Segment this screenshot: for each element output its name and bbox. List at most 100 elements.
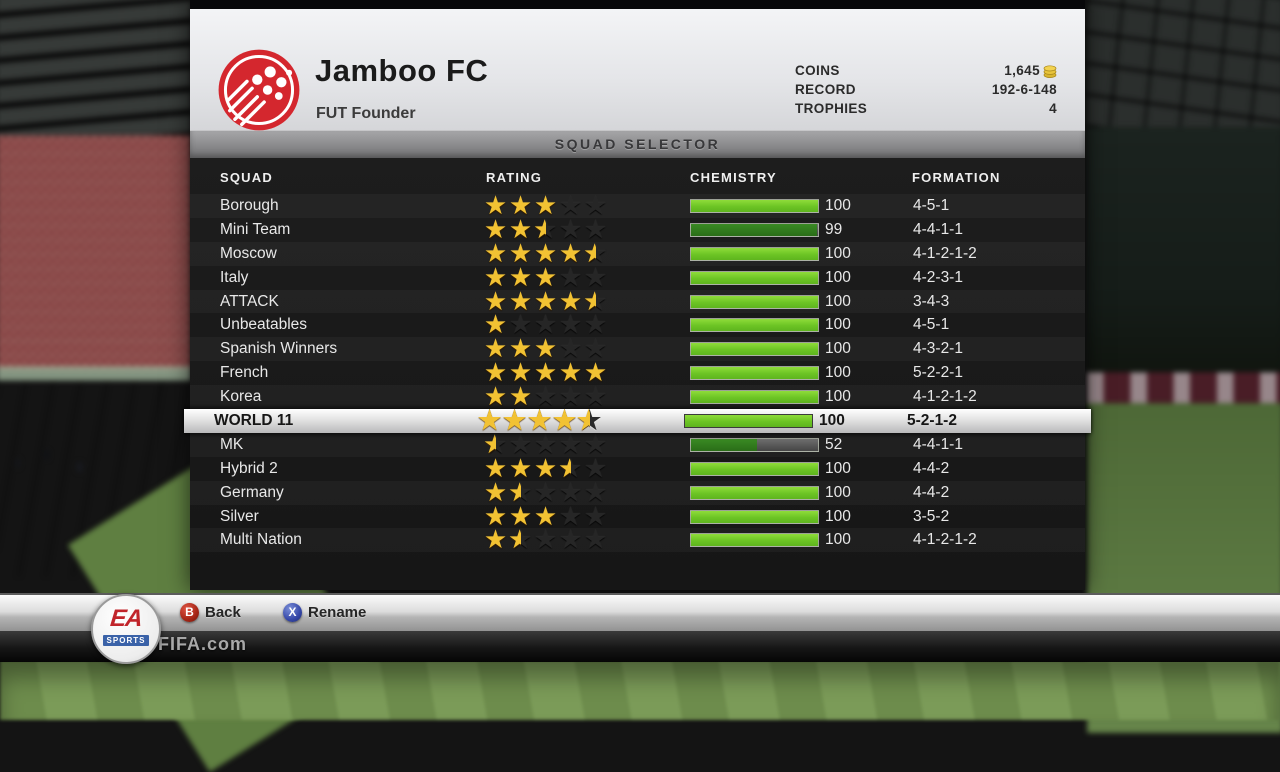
stat-value: 192-6-148 xyxy=(991,82,1057,97)
star-icon: ★★ xyxy=(502,405,527,436)
stat-value: 1,645 xyxy=(1004,61,1057,80)
chemistry-cell: 100 xyxy=(690,266,910,290)
stadium-roof xyxy=(1087,0,1280,128)
formation-value: 4-2-3-1 xyxy=(913,268,963,286)
star-icon: ★★ xyxy=(558,190,583,220)
gamepad-b-icon: B xyxy=(180,603,199,622)
star-icon: ★★ xyxy=(483,309,508,340)
chemistry-bar xyxy=(690,437,819,452)
table-row[interactable]: MK ★★★★★★★★★★ 52 4-4-1-1 xyxy=(190,431,1085,457)
column-header-chemistry: CHEMISTRY xyxy=(690,170,777,185)
brand-bar: FIFA.com xyxy=(0,631,1280,662)
column-header-squad: SQUAD xyxy=(220,170,273,185)
chemistry-bar xyxy=(690,533,819,548)
rating-stars: ★★★★★★★★★★ xyxy=(477,405,682,436)
column-header-rating: RATING xyxy=(486,170,543,185)
star-icon: ★★ xyxy=(558,524,583,555)
squad-table-body: Borough ★★★★★★★★★★ 100 4-5-1 Mini Team ★… xyxy=(184,190,1091,555)
table-row[interactable]: Unbeatables ★★★★★★★★★★ 100 4-5-1 xyxy=(190,309,1085,340)
chemistry-bar-fill xyxy=(691,510,818,523)
table-row[interactable]: ATTACK ★ ★ ★ ★ ★ ★ ★ ★ ★ ★ 100 3-4-3 xyxy=(190,285,1085,316)
club-header: Jamboo FC FUT Founder COINS 1,645 RECORD 19… xyxy=(190,9,1085,130)
chemistry-cell: 100 xyxy=(690,385,910,409)
chemistry-value: 100 xyxy=(825,507,851,525)
chemistry-bar-fill xyxy=(691,438,758,451)
star-icon: ★★ xyxy=(508,190,533,220)
club-stats: COINS 1,645 RECORD 192-6-148 TROPHIES 4 xyxy=(795,61,1057,118)
stat-label: RECORD xyxy=(795,82,856,97)
chemistry-bar-fill xyxy=(691,223,817,236)
star-icon: ★★ xyxy=(533,261,558,292)
table-row[interactable]: Spanish Winners ★★★★★★★★★★ 100 4-3-2-1 xyxy=(190,333,1085,364)
squad-name: Borough xyxy=(220,197,279,214)
chemistry-value: 100 xyxy=(825,388,851,406)
chemistry-cell: 100 xyxy=(690,242,910,266)
rating-stars: ★★★★★★★★★★ xyxy=(483,333,688,364)
chemistry-value: 100 xyxy=(825,268,851,286)
screen-title-bar: SQUAD SELECTOR xyxy=(190,130,1085,159)
star-icon: ★★ xyxy=(558,261,583,292)
table-row[interactable]: WORLD 11 ★ ★ ★ ★ ★ ★ ★ ★ ★ ★ 100 5-2-1-2 xyxy=(184,405,1091,436)
formation-value: 4-3-2-1 xyxy=(913,340,963,358)
star-icon: ★★ xyxy=(583,357,608,388)
ea-sports-logo: EA SPORTS xyxy=(91,594,161,664)
table-row[interactable]: Germany ★★★★★★★★★★ 100 4-4-2 xyxy=(190,476,1085,507)
chemistry-bar-fill xyxy=(691,247,818,260)
rating-stars: ★★★★★★★★★★ xyxy=(483,500,688,531)
table-row[interactable]: Italy ★★★★★★★★★★ 100 4-2-3-1 xyxy=(190,261,1085,292)
table-row[interactable]: Hybrid 2 ★★★★★★★★★★ 100 4-4-2 xyxy=(190,452,1085,483)
chemistry-bar-fill xyxy=(691,295,818,308)
star-icon: ★★ xyxy=(508,213,533,244)
pitch-grass xyxy=(0,660,1280,720)
rename-button[interactable]: X Rename xyxy=(283,603,366,622)
chemistry-value: 100 xyxy=(825,316,851,334)
star-icon: ★★ xyxy=(477,405,502,436)
star-icon: ★★ xyxy=(583,381,608,412)
star-icon: ★★ xyxy=(508,333,533,364)
star-icon: ★★ xyxy=(583,452,608,483)
formation-value: 4-4-2 xyxy=(913,459,950,477)
chemistry-value: 100 xyxy=(825,244,851,262)
club-subtitle: FUT Founder xyxy=(316,105,416,122)
table-row[interactable]: Borough ★★★★★★★★★★ 100 4-5-1 xyxy=(190,190,1085,220)
formation-value: 4-5-1 xyxy=(913,197,950,214)
back-button-label: Back xyxy=(205,604,241,621)
chemistry-bar xyxy=(690,390,819,405)
star-icon: ★★ xyxy=(583,500,608,531)
star-icon: ★★ xyxy=(558,285,583,316)
squad-name: Moscow xyxy=(220,244,277,262)
star-icon: ★★ xyxy=(508,452,533,483)
squad-name: Korea xyxy=(220,388,262,406)
star-icon: ★★ xyxy=(583,237,608,268)
table-row[interactable]: Korea ★★★★★★★★★★ 100 4-1-2-1-2 xyxy=(190,381,1085,412)
chemistry-value: 100 xyxy=(825,531,851,549)
stadium-background-left xyxy=(0,0,374,772)
formation-value: 4-5-1 xyxy=(913,316,950,334)
star-icon: ★★ xyxy=(483,357,508,388)
table-row[interactable]: Moscow ★ ★ ★ ★ ★ ★ ★ ★ ★ ★ 100 4-1-2-1-2 xyxy=(190,237,1085,268)
chemistry-bar xyxy=(690,509,819,524)
ea-logo-text: EA xyxy=(108,605,144,632)
chemistry-bar xyxy=(684,414,813,429)
star-icon: ★★ xyxy=(577,405,602,436)
squad-name: Spanish Winners xyxy=(220,340,338,358)
star-icon: ★★ xyxy=(533,333,558,364)
formation-value: 4-4-1-1 xyxy=(913,220,963,238)
table-row[interactable]: Mini Team ★★★★★★★★★★ 99 4-4-1-1 xyxy=(190,213,1085,244)
chemistry-value: 100 xyxy=(825,483,851,501)
back-button[interactable]: B Back xyxy=(180,603,241,622)
stadium-ad-boards xyxy=(1087,372,1280,404)
star-icon: ★★ xyxy=(483,261,508,292)
chemistry-value: 100 xyxy=(825,459,851,477)
star-icon: ★★ xyxy=(508,476,533,507)
rating-stars: ★★★★★★★★★★ xyxy=(483,381,688,412)
rating-stars: ★★★★★★★★★★ xyxy=(483,476,688,507)
star-icon: ★★ xyxy=(583,285,608,316)
chemistry-bar xyxy=(690,366,819,381)
rename-button-label: Rename xyxy=(308,604,367,621)
table-row[interactable]: French ★ ★ ★ ★ ★ ★ ★ ★ ★ ★ 100 5-2-2-1 xyxy=(190,357,1085,388)
table-row[interactable]: Multi Nation ★★★★★★★★★★ 100 4-1-2-1-2 xyxy=(190,524,1085,555)
star-icon: ★★ xyxy=(583,333,608,364)
chemistry-cell: 100 xyxy=(690,481,910,505)
table-row[interactable]: Silver ★★★★★★★★★★ 100 3-5-2 xyxy=(190,500,1085,531)
